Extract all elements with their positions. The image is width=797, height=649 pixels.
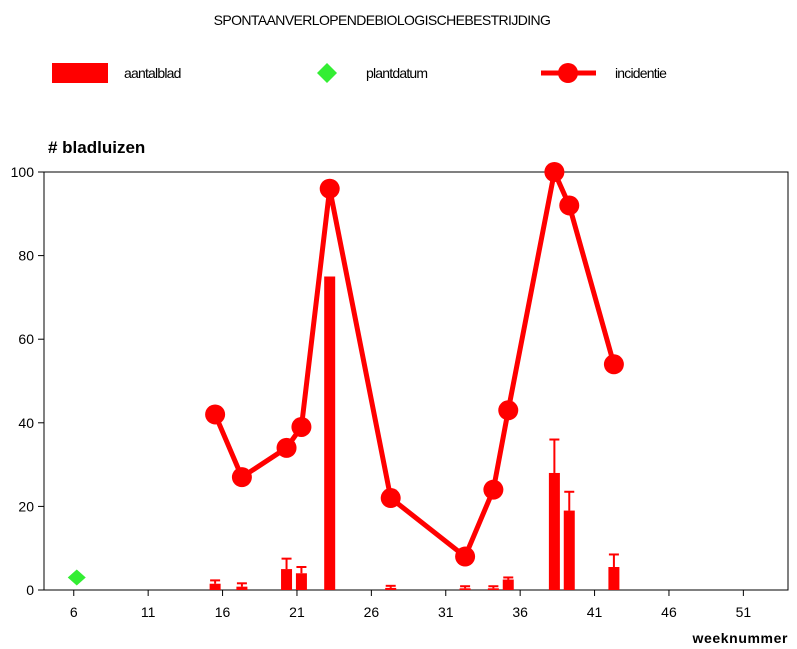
incidentie-point [319,178,340,199]
incidentie-point [205,404,226,425]
bar [487,588,499,590]
incidentie-point [498,400,519,421]
x-tick-label: 16 [215,604,231,620]
plantdatum-marker-group [67,569,86,586]
bar [281,569,293,590]
incidentie-point [483,479,504,500]
incidentie-series [205,162,624,567]
bar [324,276,336,590]
legend-bar-swatch [52,63,108,83]
bar [459,588,471,590]
legend: aantalblad plantdatum incidentie [52,63,668,83]
y-tick-label: 80 [18,248,34,264]
chart-title: SPONTAANVERLOPENDEBIOLOGISCHEBESTRIJDING [214,12,551,28]
plantdatum-marker [67,569,86,586]
x-axis-title: weeknummer [692,630,788,646]
y-tick-label: 60 [18,331,34,347]
y-axis: 0 20 40 60 80 100 [11,164,44,598]
bar [563,510,575,590]
bar [236,586,248,590]
bar [502,579,514,590]
legend-plantdatum-swatch [317,63,337,83]
x-tick-label: 26 [364,604,380,620]
x-tick-label: 46 [661,604,677,620]
legend-line-marker [558,63,578,83]
x-axis: 6 11 16 21 26 31 36 41 46 51 [70,590,751,620]
incidentie-point [231,467,252,488]
bars [209,276,620,590]
y-tick-label: 0 [26,582,34,598]
y-tick-label: 100 [11,164,35,180]
y-tick-label: 20 [18,498,34,514]
bar [608,567,620,590]
incidentie-point [559,195,580,216]
x-tick-label: 6 [70,604,78,620]
bar [295,573,307,590]
legend-plantdatum-label: plantdatum [366,65,427,81]
bar [209,583,221,590]
incidentie-point [455,546,476,567]
incidentie-point [380,488,401,509]
x-tick-label: 21 [289,604,305,620]
y-axis-title: # bladluizen [48,138,145,157]
incidentie-point [544,162,565,182]
y-tick-label: 40 [18,415,34,431]
bar [548,472,560,590]
x-tick-label: 41 [587,604,603,620]
incidentie-point [603,354,624,375]
incidentie-point [291,416,312,437]
x-tick-label: 36 [512,604,528,620]
bar [385,587,397,590]
legend-line-label: incidentie [615,65,667,81]
legend-bar-label: aantalblad [124,65,181,81]
x-tick-label: 31 [438,604,454,620]
plot-frame [43,171,789,591]
incidentie-point [276,437,297,458]
x-tick-label: 51 [736,604,752,620]
x-tick-label: 11 [141,604,156,620]
